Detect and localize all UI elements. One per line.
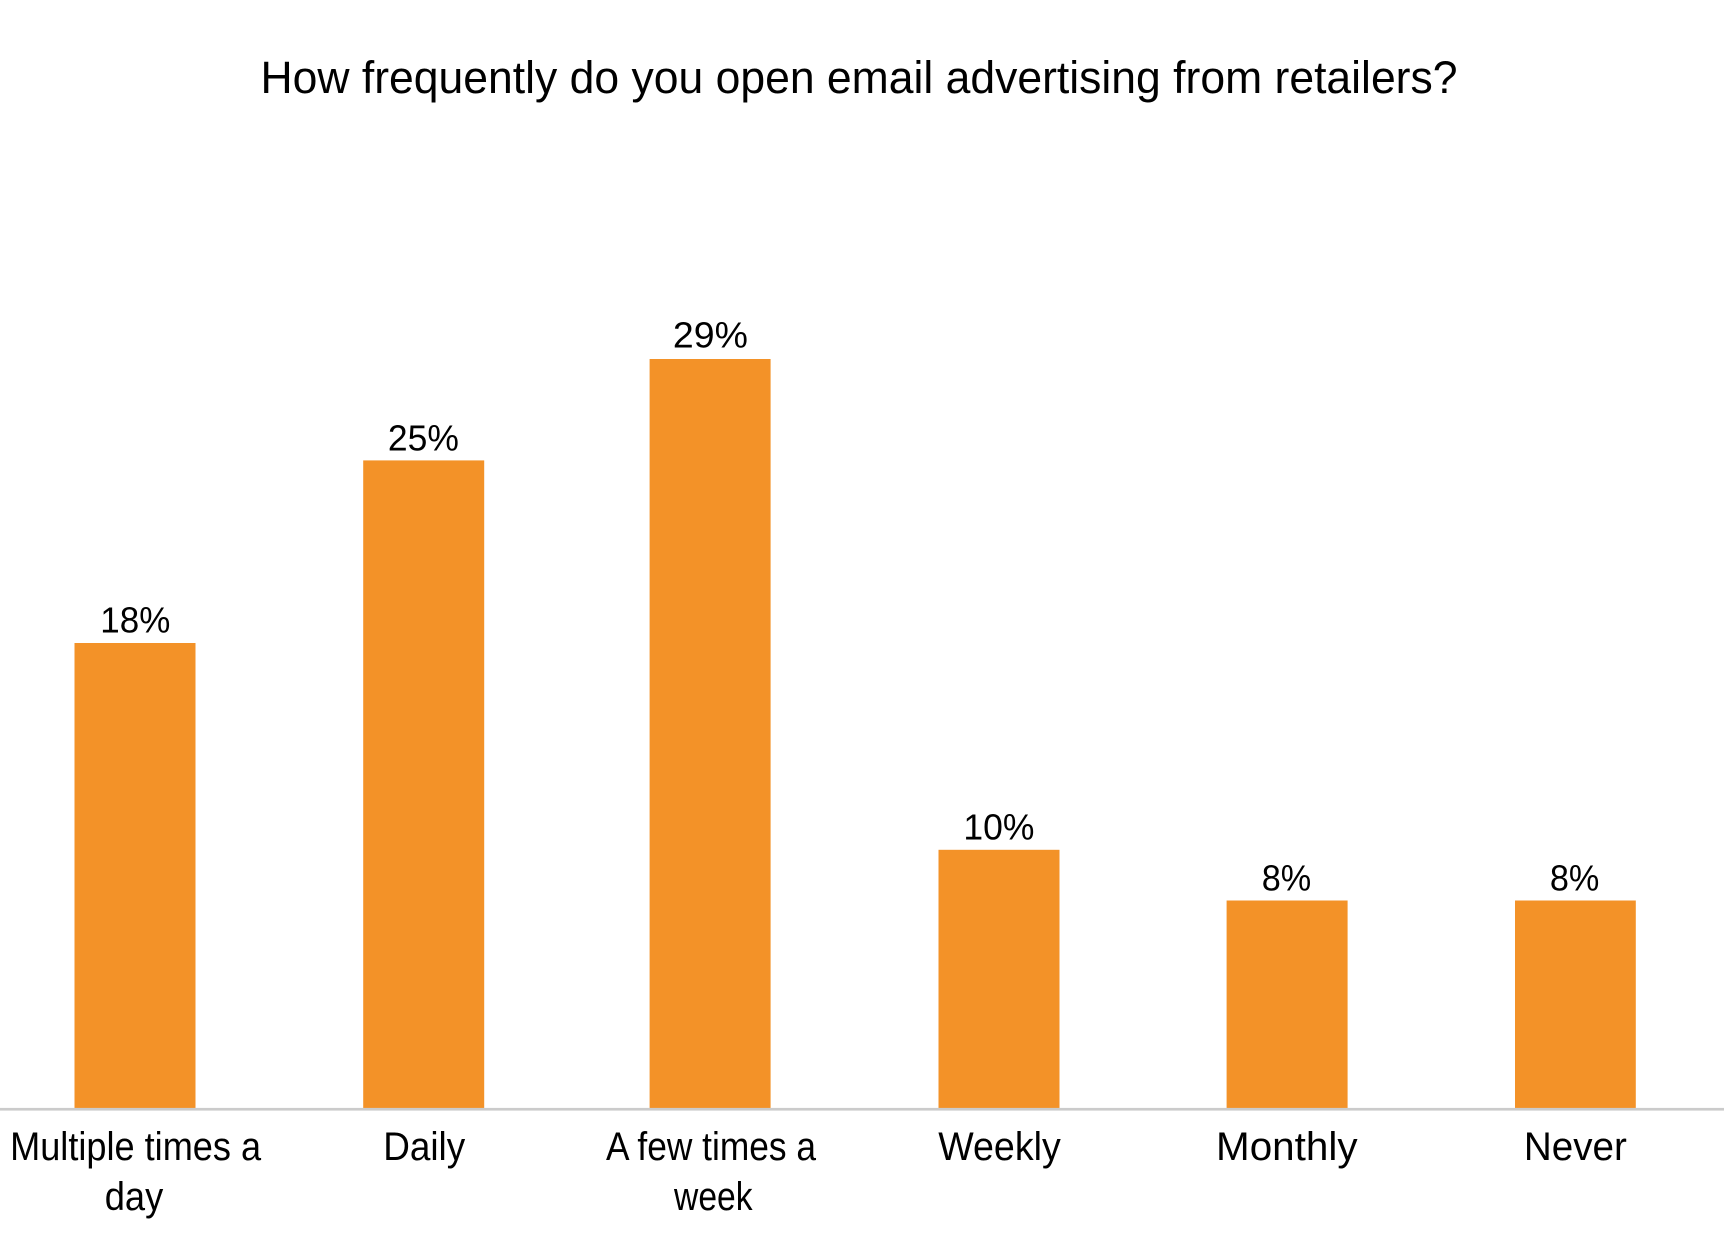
svg-text:day: day: [105, 1175, 164, 1219]
svg-text:Multiple times a: Multiple times a: [10, 1125, 262, 1169]
svg-text:8%: 8%: [1550, 858, 1600, 899]
svg-text:18%: 18%: [100, 600, 170, 641]
svg-text:Never: Never: [1524, 1125, 1627, 1169]
svg-text:10%: 10%: [963, 806, 1034, 847]
svg-text:29%: 29%: [673, 315, 748, 356]
svg-text:A few times a: A few times a: [606, 1125, 817, 1169]
svg-text:Weekly: Weekly: [938, 1125, 1061, 1169]
svg-text:week: week: [673, 1175, 753, 1219]
svg-text:How frequently do you open ema: How frequently do you open email adverti…: [261, 52, 1458, 103]
svg-text:Monthly: Monthly: [1216, 1125, 1358, 1169]
svg-text:25%: 25%: [388, 417, 459, 458]
svg-text:8%: 8%: [1262, 858, 1312, 899]
svg-text:Daily: Daily: [383, 1125, 465, 1169]
